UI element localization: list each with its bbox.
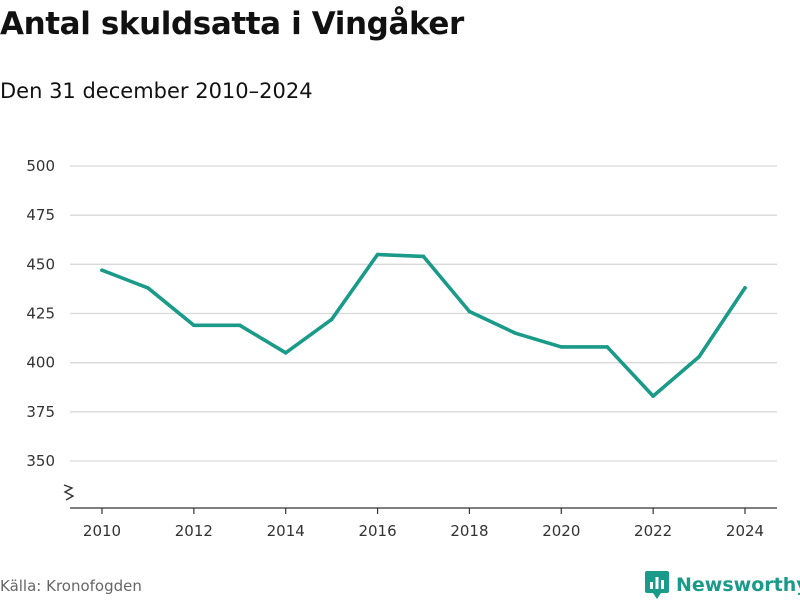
brand-logo: Newsworthy bbox=[644, 570, 800, 600]
y-tick-label: 350 bbox=[26, 452, 55, 470]
x-axis bbox=[63, 484, 777, 509]
data-point-2018 bbox=[467, 309, 472, 314]
data-point-2024 bbox=[743, 286, 747, 290]
x-axis-labels: 2010 2012 2014 2016 2018 2020 2022 2024 bbox=[83, 508, 764, 540]
y-tick-label: 450 bbox=[26, 255, 55, 273]
newsworthy-logo-icon bbox=[645, 571, 669, 599]
data-point-2016 bbox=[375, 252, 380, 257]
axis-break-icon bbox=[63, 484, 75, 501]
x-tick-label: 2012 bbox=[175, 522, 213, 540]
data-point-2012 bbox=[192, 323, 196, 328]
data-point-2014 bbox=[283, 351, 288, 355]
data-point-2013 bbox=[237, 323, 242, 328]
x-tick-label: 2020 bbox=[542, 522, 580, 540]
x-tick-label: 2018 bbox=[450, 522, 488, 540]
y-axis-labels: 350 375 400 425 450 475 500 bbox=[26, 157, 55, 470]
series-line-0 bbox=[100, 252, 747, 398]
data-point-2021 bbox=[605, 345, 610, 349]
y-tick-label: 375 bbox=[26, 403, 55, 421]
data-point-2020 bbox=[559, 345, 564, 349]
data-point-2022 bbox=[651, 394, 655, 398]
data-point-2010 bbox=[100, 268, 104, 273]
x-tick-label: 2024 bbox=[726, 522, 764, 540]
data-point-2015 bbox=[329, 317, 334, 322]
y-tick-label: 400 bbox=[26, 354, 55, 372]
data-point-2011 bbox=[146, 286, 150, 290]
gridlines bbox=[70, 165, 777, 462]
data-point-2023 bbox=[697, 354, 701, 359]
x-tick-label: 2014 bbox=[267, 522, 305, 540]
x-tick-label: 2022 bbox=[634, 522, 672, 540]
chart-subtitle: Den 31 december 2010–2024 bbox=[0, 79, 313, 103]
series-group bbox=[100, 252, 747, 398]
chart-title: Antal skuldsatta i Vingåker bbox=[0, 6, 464, 42]
source-label: Källa: Kronofogden bbox=[0, 577, 142, 595]
brand-name: Newsworthy bbox=[676, 574, 800, 596]
x-tick-label: 2010 bbox=[83, 522, 121, 540]
y-tick-label: 500 bbox=[26, 157, 55, 175]
y-tick-label: 475 bbox=[26, 206, 55, 224]
data-point-2019 bbox=[513, 331, 518, 335]
data-point-2017 bbox=[421, 254, 426, 259]
x-tick-label: 2016 bbox=[358, 522, 396, 540]
y-tick-label: 425 bbox=[26, 305, 55, 323]
